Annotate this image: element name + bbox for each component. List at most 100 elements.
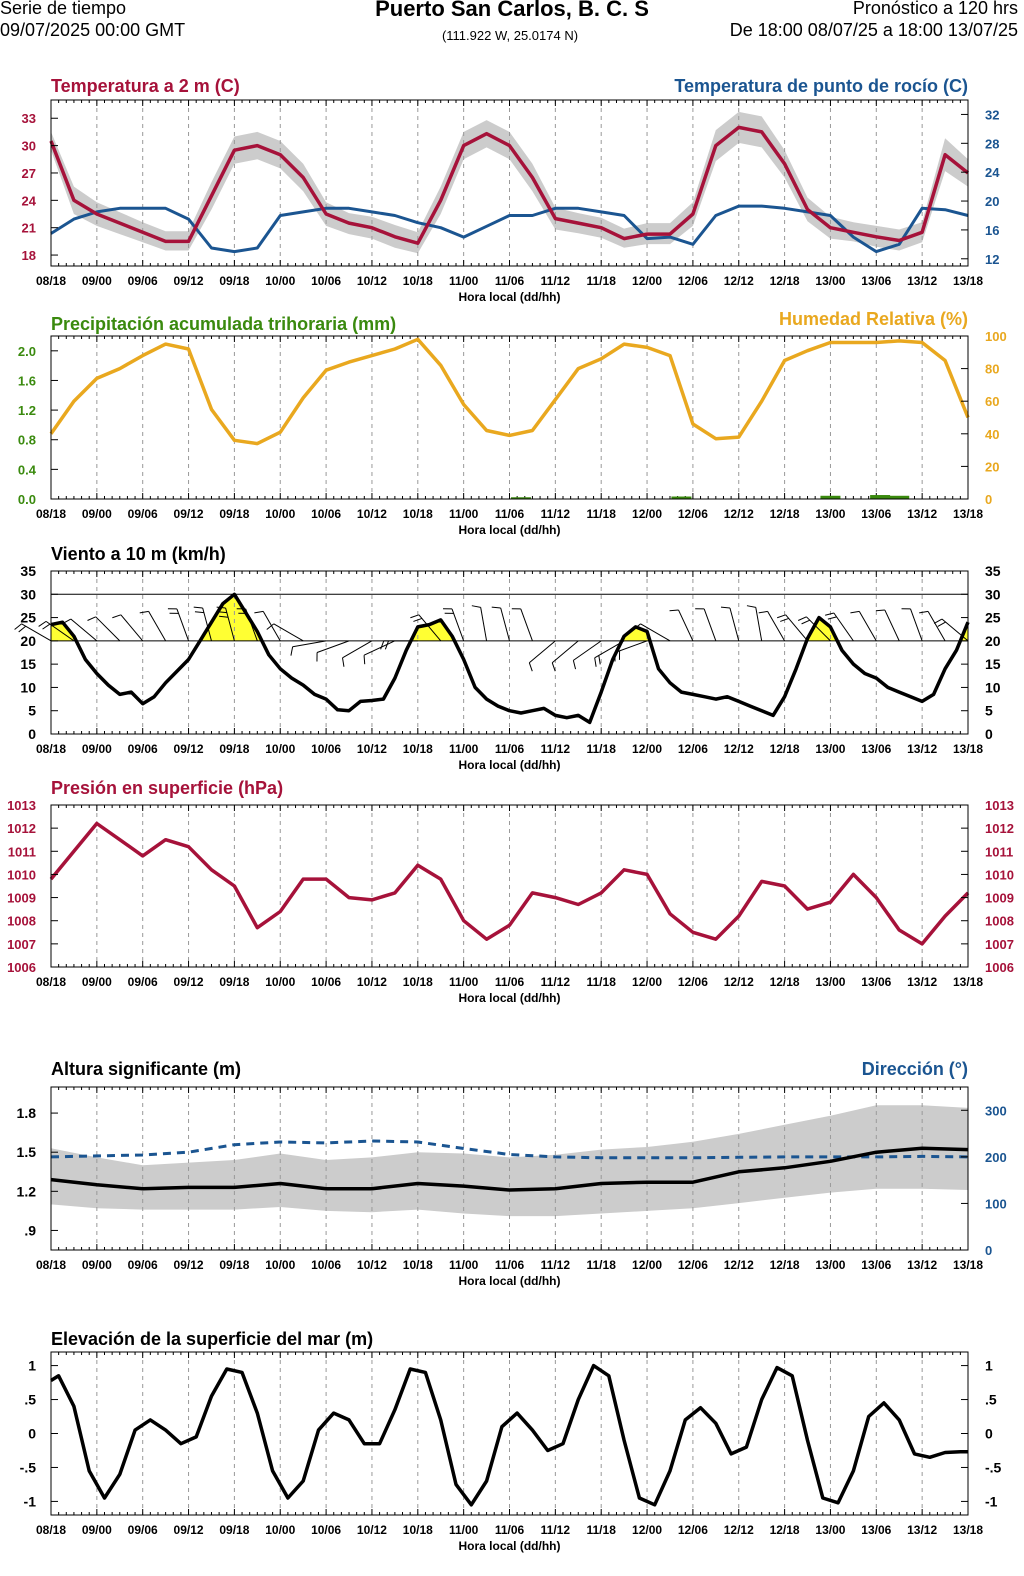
wind-barb-shaft [120, 614, 144, 642]
y-tick-label: 0 [28, 726, 36, 742]
x-tick-label: 09/06 [128, 1258, 158, 1272]
y-tick-label: 1 [28, 1358, 36, 1374]
wind-title: Viento a 10 m (km/h) [51, 544, 226, 564]
x-tick-label: 10/18 [403, 975, 433, 989]
x-tick-label: 12/18 [770, 742, 800, 756]
wind-barb-flag [18, 625, 26, 633]
y-tick-label: 20 [985, 459, 999, 474]
precip-bar [671, 496, 692, 499]
x-tick-label: 11/12 [541, 1523, 571, 1537]
x-tick-label: 12/00 [632, 975, 662, 989]
x-tick-label: 12/00 [632, 507, 662, 521]
sea-level-title: Elevación de la superficie del mar (m) [51, 1329, 373, 1349]
wind-barb-flag [801, 619, 810, 625]
x-tick-label: 13/06 [861, 1523, 891, 1537]
x-tick-label: 13/18 [953, 507, 983, 521]
x-tick-label: 11/06 [495, 975, 525, 989]
x-tick-label: 09/18 [219, 975, 249, 989]
x-tick-label: 08/18 [36, 975, 66, 989]
wind-barb [112, 614, 144, 642]
wind-barb [254, 610, 281, 642]
y-tick-label: 60 [985, 394, 999, 409]
x-axis-label: Hora local (dd/hh) [459, 523, 561, 537]
x-tick-label: 10/18 [403, 1523, 433, 1537]
y-tick-label: -.5 [20, 1459, 37, 1475]
x-tick-label: 08/18 [36, 1523, 66, 1537]
x-tick-label: 10/00 [265, 274, 295, 288]
y-tick-label: 15 [985, 656, 1001, 672]
wind-barb-shaft [262, 611, 281, 642]
x-tick-label: 13/00 [815, 507, 845, 521]
x-tick-label: 10/06 [311, 975, 341, 989]
y-tick-label: 1009 [985, 891, 1014, 906]
x-tick-label: 11/06 [495, 742, 525, 756]
wind-barb-flag [572, 660, 577, 670]
y-tick-label: 0 [985, 1426, 993, 1442]
wind-barb-shaft [21, 623, 52, 642]
x-tick-label: 09/00 [82, 507, 112, 521]
y-tick-label: 10 [20, 679, 36, 695]
y-tick-label: 27 [22, 166, 36, 181]
y-tick-label: 18 [22, 248, 36, 263]
x-tick-label: 10/12 [357, 1523, 387, 1537]
x-tick-label: 09/18 [219, 1258, 249, 1272]
wind-barb-shaft [884, 609, 900, 642]
panel-wind: 08/18 09/00 09/06 09/12 09/18 10/00 10/06 10/12… [14, 544, 1001, 772]
y-tick-label: 40 [985, 427, 999, 442]
x-tick-label: 12/12 [724, 507, 754, 521]
wind-barb-shaft [202, 607, 212, 641]
wind-barb-flag [919, 610, 929, 614]
header-right-line1: Pronóstico a 120 hrs [852, 0, 1018, 18]
y-tick-label: 15 [20, 656, 36, 672]
wind-barb-shaft [640, 623, 671, 642]
wind-barb-shaft [678, 609, 694, 642]
plot-frame [50, 99, 969, 267]
y-tick-label: 0.0 [18, 492, 36, 507]
wind-above-threshold-fill [806, 617, 838, 641]
x-tick-label: 10/00 [265, 1258, 295, 1272]
y-tick-label: 100 [985, 329, 1007, 344]
x-tick-label: 13/00 [815, 1258, 845, 1272]
y-tick-label: 1013 [985, 798, 1014, 813]
wind-barb-shaft [500, 607, 510, 641]
wind-barb [669, 609, 694, 642]
x-tick-label: 09/18 [219, 274, 249, 288]
y-tick-label: -1 [985, 1493, 998, 1509]
x-tick-label: 11/12 [541, 274, 571, 288]
x-tick-label: 09/00 [82, 1523, 112, 1537]
y-tick-label: 80 [985, 362, 999, 377]
precip-bar [889, 495, 910, 499]
wind-barb-shaft [858, 611, 877, 642]
wind-barb [443, 608, 465, 642]
x-tick-label: 13/00 [815, 975, 845, 989]
wind-barb-flag [14, 623, 22, 630]
x-tick-label: 11/18 [587, 274, 617, 288]
humidity-title: Humedad Relativa (%) [779, 309, 968, 329]
wind-barb [342, 640, 373, 667]
wind-barb [266, 623, 304, 642]
x-tick-label: 11/06 [495, 507, 525, 521]
x-tick-label: 11/18 [587, 1258, 617, 1272]
wind-barb-shaft [520, 608, 533, 642]
x-tick-label: 11/06 [495, 1523, 525, 1537]
wind-barb-flag [933, 618, 943, 624]
x-tick-label: 09/12 [174, 975, 204, 989]
x-tick-label: 10/00 [265, 975, 295, 989]
x-tick-label: 11/18 [587, 507, 617, 521]
y-tick-label: 0 [985, 1243, 992, 1258]
y-tick-label: 25 [20, 610, 36, 626]
x-tick-label: 10/12 [357, 742, 387, 756]
wind-barb-flag [491, 606, 501, 609]
wind-barb-shaft [910, 608, 923, 642]
x-tick-label: 12/18 [770, 975, 800, 989]
x-tick-label: 13/00 [815, 1523, 845, 1537]
wind-barb-shaft [363, 640, 396, 656]
plot-frame [50, 1086, 969, 1251]
y-tick-label: 0 [28, 1426, 36, 1442]
y-tick-label: 2.0 [18, 344, 36, 359]
x-tick-label: 11/18 [587, 1523, 617, 1537]
wind-barb-flag [825, 612, 834, 616]
wind-barb-shaft [225, 607, 235, 641]
x-tick-label: 10/06 [311, 1258, 341, 1272]
